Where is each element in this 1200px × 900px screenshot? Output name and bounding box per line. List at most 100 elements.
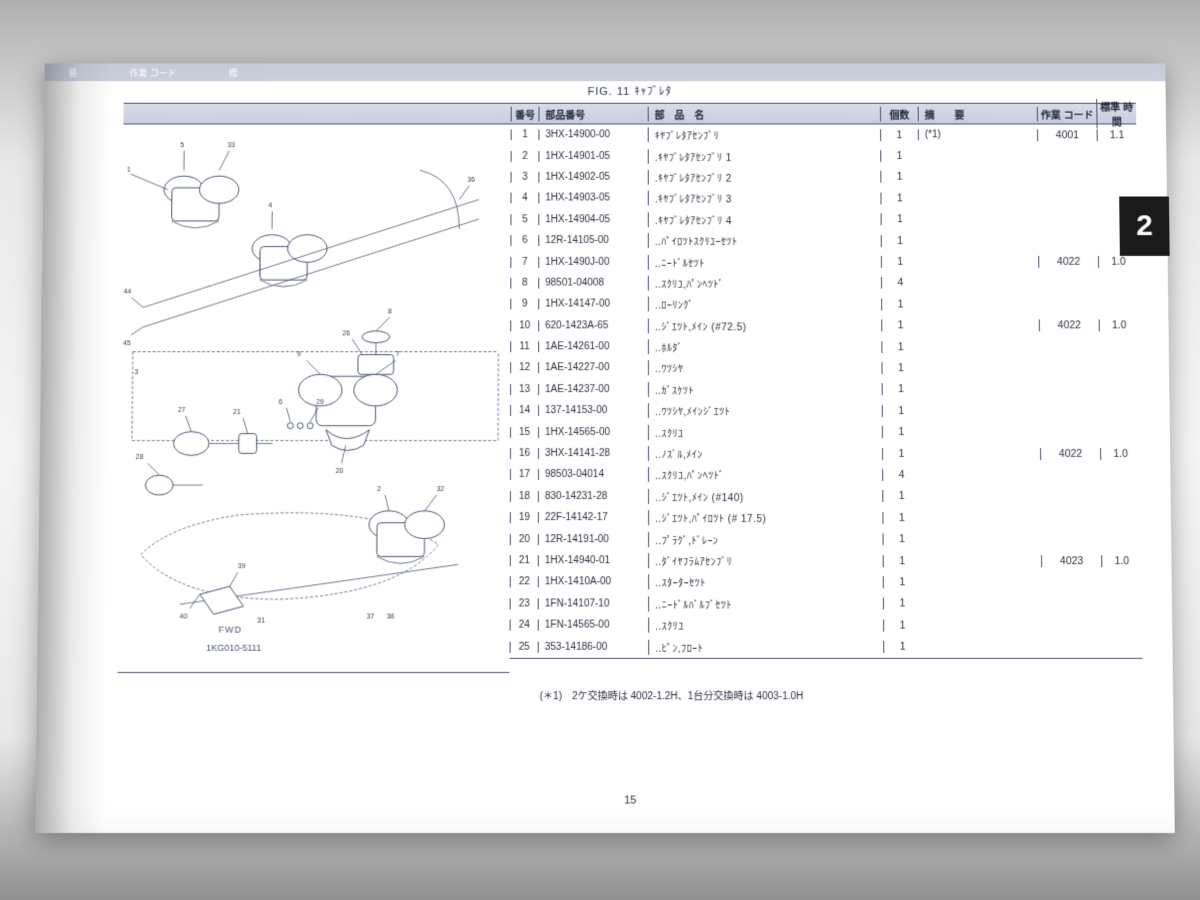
header-remark: 摘 要 <box>918 106 1037 121</box>
cell-part: 3HX-14900-00 <box>538 130 647 141</box>
cell-part: 620-1423A-65 <box>538 320 648 331</box>
cell-part: 1HX-1490J-00 <box>538 256 648 267</box>
table-row: 91HX-14147-00..ﾛｰﾘﾝｸﾞ1 <box>510 294 1138 315</box>
cell-ref: 22 <box>510 577 538 588</box>
cell-qty: 1 <box>882 426 920 438</box>
cell-part: 1AE-14261-00 <box>538 341 648 352</box>
band-cell: 標 <box>228 68 237 78</box>
cell-qty: 1 <box>881 214 919 226</box>
table-row: 151HX-14565-00..ｽｸﾘﾕ1 <box>510 421 1140 442</box>
cell-ref: 14 <box>510 405 538 416</box>
cell-ref: 8 <box>510 278 538 289</box>
svg-text:28: 28 <box>136 454 144 461</box>
table-row: 51HX-14904-05.ｷﾔﾌﾞﾚﾀｱｾﾝﾌﾞﾘ 41 <box>510 209 1137 230</box>
cell-hr: 1.0 <box>1101 555 1141 567</box>
cell-part: 1HX-14903-05 <box>538 193 647 204</box>
cell-qty: 1 <box>883 641 921 653</box>
cell-name: .ｷﾔﾌﾞﾚﾀｱｾﾝﾌﾞﾘ 3 <box>648 191 881 206</box>
cell-name: ..ﾎﾙﾀﾞ <box>648 339 882 354</box>
table-row: 231FN-14107-10..ﾆｰﾄﾞﾙﾊﾞﾙﾌﾞｾﾂﾄ1 <box>510 593 1142 615</box>
cell-qty: 1 <box>881 256 919 268</box>
cell-ref: 5 <box>510 214 538 225</box>
cell-part: 1FN-14565-00 <box>538 620 648 631</box>
cell-name: ..ｼﾞｴﾂﾄ,ﾒｲﾝ (#140) <box>648 489 882 504</box>
cell-part: 1HX-14565-00 <box>538 427 648 438</box>
cell-ref: 9 <box>510 299 538 310</box>
cell-ref: 1 <box>511 130 539 141</box>
header-ref: 番号 <box>511 106 539 121</box>
svg-text:1: 1 <box>127 167 131 174</box>
cell-qty: 1 <box>882 512 920 524</box>
parts-table-body: 13HX-14900-00ｷﾔﾌﾞﾚﾀｱｾﾝﾌﾞﾘ1(*1)40011.121H… <box>510 124 1143 658</box>
cell-part: 137-14153-00 <box>538 405 648 416</box>
cell-name: ｷﾔﾌﾞﾚﾀｱｾﾝﾌﾞﾘ <box>648 128 880 143</box>
svg-text:40: 40 <box>180 613 188 620</box>
page-number: 15 <box>624 794 636 806</box>
header-op: 作業 コード <box>1037 106 1097 121</box>
table-row: 612R-14105-00..ﾊﾟｲﾛﾂﾄｽｸﾘﾕｰｾﾂﾄ1 <box>510 230 1137 251</box>
page-content: FIG. 11 ｷｬﾌﾞﾚﾀ 番号 部品番号 部 品 名 個数 摘 要 作業 コ… <box>116 83 1144 813</box>
cell-name: ..ｼﾞｴﾂﾄ,ﾊﾟｲﾛﾂﾄ (# 17.5) <box>648 510 882 525</box>
cell-name: ..ﾜﾂｼﾔ <box>648 361 882 376</box>
header-qty: 個数 <box>880 106 918 121</box>
svg-text:3: 3 <box>135 369 139 376</box>
previous-page-header-band: 要 作業 コード 標 <box>44 63 1165 81</box>
cell-op: 4001 <box>1037 129 1097 141</box>
svg-text:4: 4 <box>268 202 272 209</box>
svg-text:39: 39 <box>238 563 246 570</box>
cell-ref: 20 <box>510 534 538 545</box>
svg-text:26: 26 <box>342 330 350 337</box>
cell-part: 1AE-14227-00 <box>538 363 648 374</box>
cell-ref: 21 <box>510 555 538 566</box>
table-row: 1922F-14142-17..ｼﾞｴﾂﾄ,ﾊﾟｲﾛﾂﾄ (# 17.5)1 <box>510 507 1141 528</box>
cell-op: 4023 <box>1041 555 1101 567</box>
table-row: 241FN-14565-00..ｽｸﾘﾕ1 <box>510 615 1143 637</box>
table-row: 21HX-14901-05.ｷﾔﾌﾞﾚﾀｱｾﾝﾌﾞﾘ 11 <box>511 146 1137 167</box>
table-row: 71HX-1490J-00..ﾆｰﾄﾞﾙｾﾂﾄ140221.0 <box>510 251 1138 272</box>
cell-part: 98501-04008 <box>538 278 648 289</box>
cell-qty: 1 <box>883 598 921 610</box>
cell-part: 1AE-14237-00 <box>538 384 648 395</box>
cell-qty: 1 <box>881 341 919 353</box>
cell-part: 1HX-14147-00 <box>538 299 648 310</box>
table-row: 13HX-14900-00ｷﾔﾌﾞﾚﾀｱｾﾝﾌﾞﾘ1(*1)40011.1 <box>511 124 1137 145</box>
svg-text:20: 20 <box>336 468 344 475</box>
content-row: 5 33 4 36 44 45 3 8 26 9 7 20 27 28 21 6 <box>118 124 1143 673</box>
cell-name: .ｷﾔﾌﾞﾚﾀｱｾﾝﾌﾞﾘ 4 <box>648 212 881 227</box>
cell-op: 4022 <box>1040 448 1100 460</box>
cell-qty: 1 <box>881 235 919 247</box>
cell-ref: 7 <box>510 256 538 267</box>
cell-qty: 1 <box>883 619 921 631</box>
cell-qty: 1 <box>880 171 918 183</box>
table-row: 898501-04008..ｽｸﾘﾕ,ﾊﾟﾝﾍﾂﾄﾞ4 <box>510 272 1138 293</box>
cell-part: 98503-04014 <box>538 469 648 480</box>
svg-text:38: 38 <box>386 613 394 620</box>
cell-part: 1HX-14940-01 <box>538 555 648 566</box>
cell-op: 4022 <box>1038 256 1098 268</box>
cell-part: 1HX-14901-05 <box>538 151 647 162</box>
cell-qty: 1 <box>880 150 918 162</box>
header-part: 部品番号 <box>538 106 647 121</box>
cell-part: 12R-14191-00 <box>538 534 648 545</box>
cell-name: ..ﾉｽﾞﾙ,ﾒｲﾝ <box>648 446 882 461</box>
cell-name: ..ｶﾞｽｹﾂﾄ <box>648 382 882 397</box>
table-row: 211HX-14940-01..ﾀﾞｲﾔﾌﾗﾑｱｾﾝﾌﾞﾘ140231.0 <box>510 550 1142 571</box>
cell-ref: 12 <box>510 363 538 374</box>
parts-catalog-page: 要 作業 コード 標 2 FIG. 11 ｷｬﾌﾞﾚﾀ 番号 部品番号 部 品 … <box>35 63 1175 833</box>
cell-ref: 6 <box>510 235 538 246</box>
cell-ref: 24 <box>510 620 538 631</box>
cell-qty: 1 <box>883 576 921 588</box>
cell-name: ..ﾆｰﾄﾞﾙﾊﾞﾙﾌﾞｾﾂﾄ <box>648 596 883 611</box>
svg-text:31: 31 <box>257 617 265 624</box>
cell-qty: 1 <box>880 129 918 141</box>
svg-text:44: 44 <box>124 289 132 296</box>
svg-text:33: 33 <box>227 142 235 149</box>
cell-name: ..ﾜﾂｼﾔ,ﾒｲﾝｼﾞｴﾂﾄ <box>648 403 882 418</box>
cell-qty: 1 <box>881 320 919 332</box>
cell-qty: 1 <box>883 555 921 567</box>
cell-qty: 4 <box>882 469 920 481</box>
cell-op: 4022 <box>1039 320 1099 332</box>
cell-name: .ｷﾔﾌﾞﾚﾀｱｾﾝﾌﾞﾘ 1 <box>648 149 881 164</box>
cell-remark: (*1) <box>918 130 1037 141</box>
cell-ref: 18 <box>510 491 538 502</box>
